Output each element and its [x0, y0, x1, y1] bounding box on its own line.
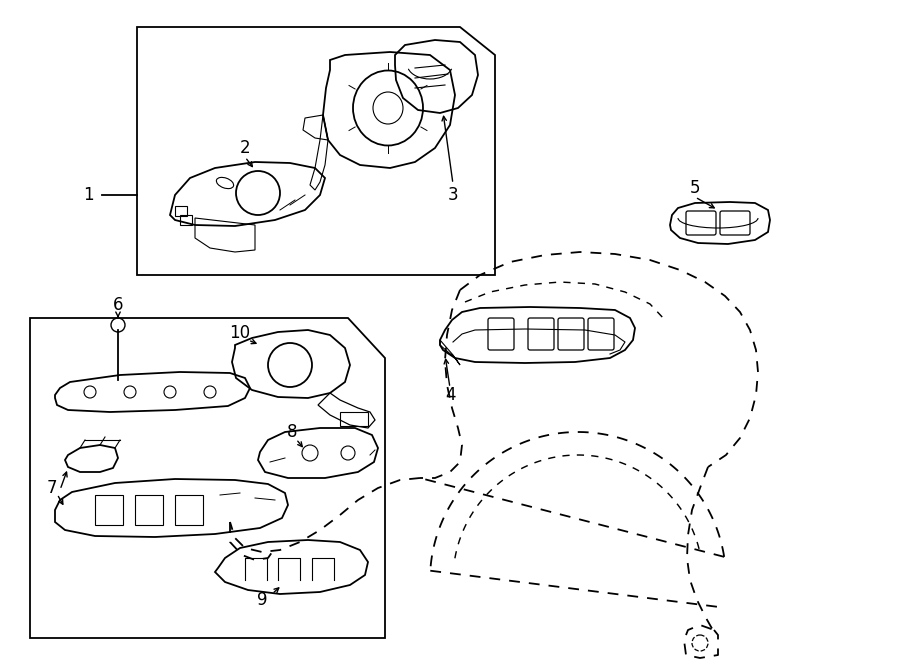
Text: 6: 6 [112, 296, 123, 314]
Text: 2: 2 [239, 139, 250, 157]
Text: 3: 3 [447, 186, 458, 204]
Text: 10: 10 [230, 324, 250, 342]
Text: 4: 4 [445, 386, 455, 404]
Text: 5: 5 [689, 179, 700, 197]
Text: 9: 9 [256, 591, 267, 609]
Text: 8: 8 [287, 423, 297, 441]
Text: 1: 1 [83, 186, 94, 204]
Text: 7: 7 [47, 479, 58, 497]
